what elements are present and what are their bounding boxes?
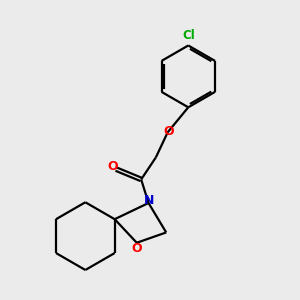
Text: O: O <box>164 125 175 138</box>
Text: O: O <box>107 160 118 173</box>
Text: O: O <box>131 242 142 254</box>
Text: Cl: Cl <box>182 29 195 42</box>
Text: N: N <box>144 194 154 207</box>
